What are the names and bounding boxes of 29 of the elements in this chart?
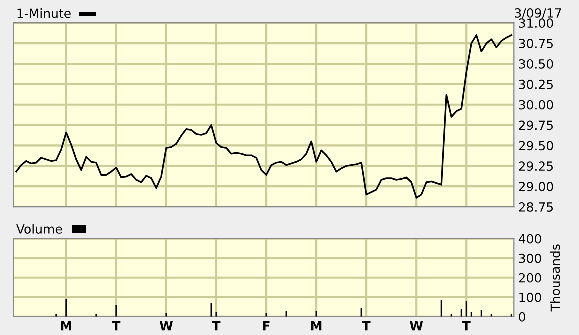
y-tick-label: 31.00 xyxy=(519,18,554,28)
y-tick-label: 30.75 xyxy=(519,39,554,48)
x-tick-label: W xyxy=(410,321,424,331)
y-tick-label: 300 xyxy=(519,254,542,264)
text: 3/09/17 xyxy=(515,8,562,19)
y-tick-label: 29.00 xyxy=(519,182,554,192)
y-axis-title: Thousands xyxy=(550,244,560,312)
y-tick-label: 0 xyxy=(519,312,526,322)
y-tick-label: 29.25 xyxy=(519,162,554,172)
y-tick-label: 30.25 xyxy=(519,80,554,90)
y-tick-label: 30.00 xyxy=(519,100,554,110)
y-tick-label: 29.75 xyxy=(519,120,554,130)
y-tick-label: 200 xyxy=(519,273,542,283)
x-tick-label: M xyxy=(61,321,72,331)
x-tick-label: T xyxy=(362,321,371,331)
y-tick-label: 29.50 xyxy=(519,141,554,151)
x-tick-label: M xyxy=(311,321,322,331)
line-series xyxy=(16,34,512,199)
x-tick-label: T xyxy=(112,321,121,331)
y-tick-label: 100 xyxy=(520,292,542,302)
y-tick-label: 28.75 xyxy=(519,202,554,212)
y-tick-label: 400 xyxy=(518,234,542,244)
x-tick-label: F xyxy=(263,321,270,331)
x-tick-label: T xyxy=(212,321,221,331)
y-tick-label: 30.50 xyxy=(519,59,554,69)
x-tick-label: T xyxy=(462,321,471,331)
legend-label: Volume xyxy=(16,224,62,234)
x-tick-label: W xyxy=(160,321,173,331)
legend-label: 1-Minute xyxy=(18,8,71,18)
